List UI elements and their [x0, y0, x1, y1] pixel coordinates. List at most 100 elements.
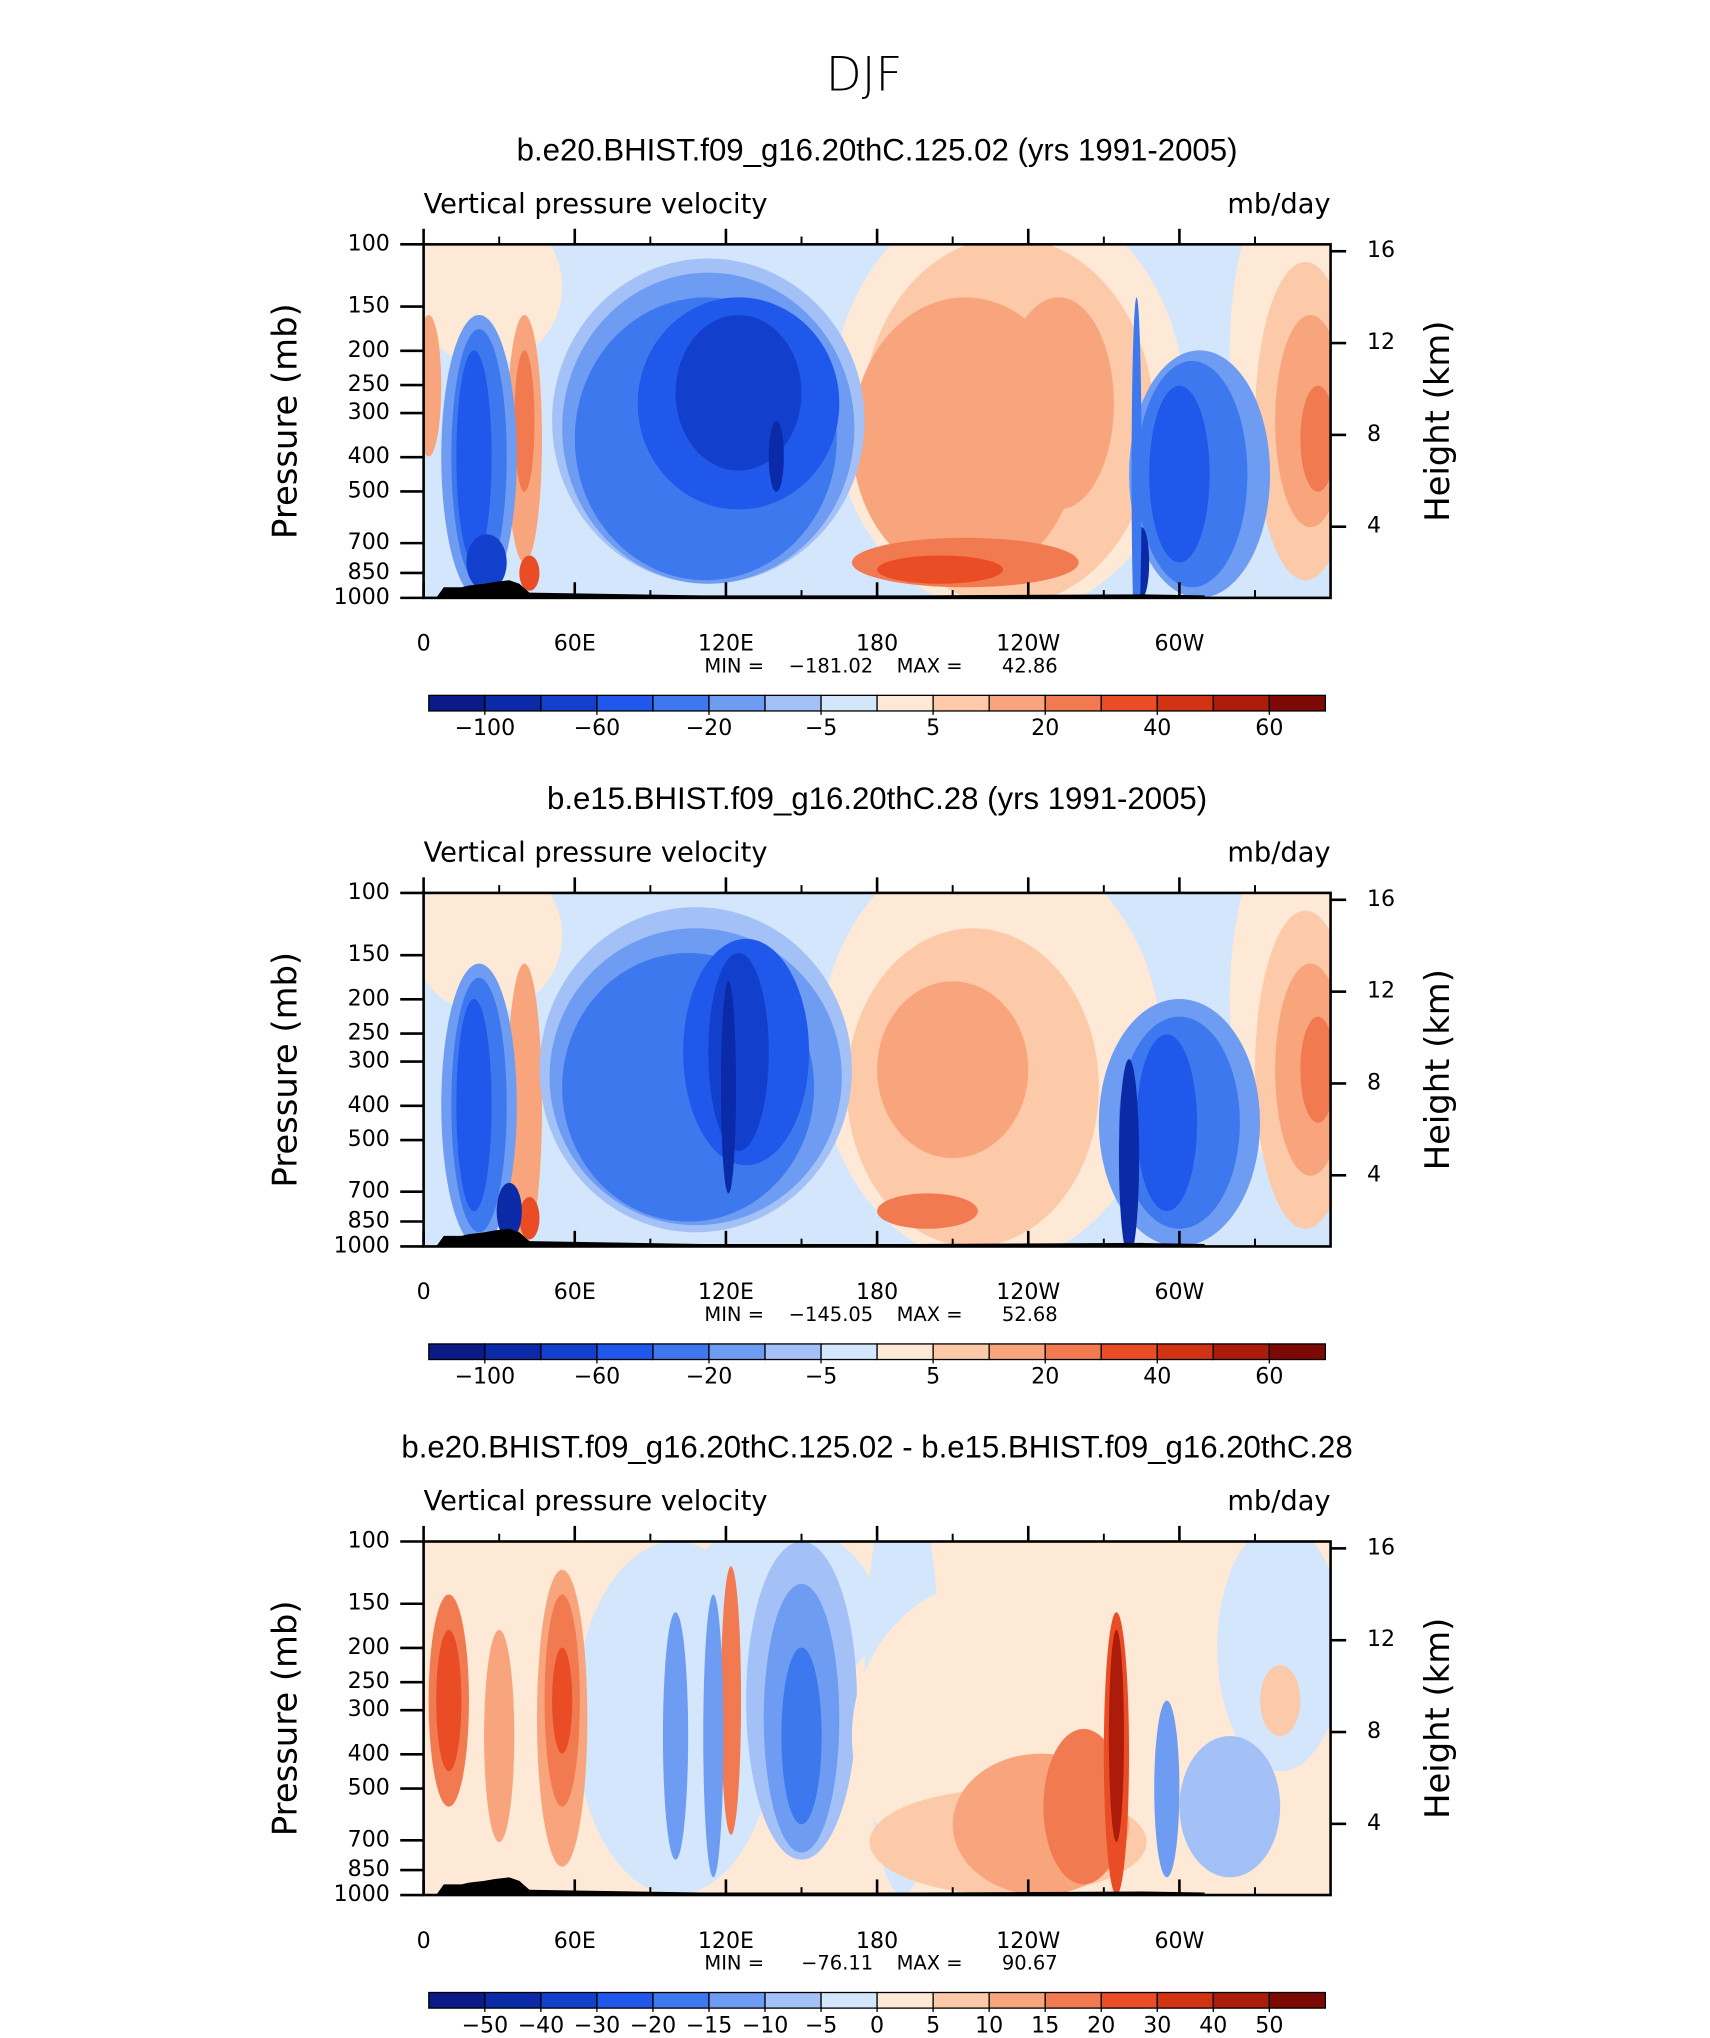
colorbar-box: [876, 694, 934, 712]
y-tick-label: 850: [348, 559, 390, 585]
units: mb/day: [1227, 189, 1330, 220]
y-axis-label: Pressure (mb): [266, 303, 305, 539]
y-tick-label: 1000: [334, 584, 390, 610]
topography: [436, 1228, 1205, 1247]
colorbar-label: 5: [926, 2012, 940, 2038]
y-tick-label: 150: [348, 293, 390, 319]
colorbar-box: [540, 1343, 598, 1361]
contour-fill: [506, 963, 543, 1247]
colorbar-label: 20: [1031, 1364, 1059, 1390]
panel-title: b.e15.BHIST.f09_g16.20thC.28 (yrs 1991-2…: [547, 781, 1207, 816]
colorbar-box: [876, 1991, 934, 2009]
contour-fill: [768, 421, 784, 492]
contour-fill: [1003, 297, 1114, 510]
colorbar-box: [484, 694, 542, 712]
y-tick-label: 1000: [334, 1232, 390, 1258]
colorbar-label: −30: [574, 2012, 621, 2038]
colorbar-label: 60: [1255, 1364, 1283, 1390]
colorbar-box: [988, 694, 1046, 712]
y-tick-label: 100: [348, 879, 390, 905]
colorbar-label: 40: [1199, 2012, 1227, 2038]
y-tick-label: 400: [348, 443, 390, 469]
colorbar-label: 50: [1255, 2012, 1283, 2038]
colorbar-box: [876, 1343, 934, 1361]
colorbar-label: −20: [630, 2012, 677, 2038]
colorbar-box: [1212, 1991, 1270, 2009]
y2-tick-label: 12: [1367, 978, 1395, 1004]
colorbar-label: 40: [1143, 1364, 1171, 1390]
y-tick-label: 300: [348, 1048, 390, 1074]
x-tick-label: 120W: [996, 631, 1060, 657]
y-tick-label: 700: [348, 529, 390, 555]
x-tick-label: 60E: [554, 1279, 596, 1305]
y-tick-label: 150: [348, 941, 390, 967]
colorbar-box: [1212, 1343, 1270, 1361]
y-tick-label: 300: [348, 1696, 390, 1722]
colorbar-box: [1156, 1991, 1214, 2009]
contour-fill: [1154, 1700, 1180, 1878]
x-tick-label: 180: [856, 631, 898, 657]
contour-fill: [720, 981, 737, 1194]
colorbar-box: [596, 1991, 654, 2009]
y2-tick-label: 16: [1367, 237, 1395, 263]
contour-fill: [708, 953, 769, 1152]
contour-field: [423, 892, 1331, 1247]
y-tick-label: 850: [348, 1208, 390, 1234]
colorbar-box: [540, 694, 598, 712]
colorbar-box: [1156, 1343, 1214, 1361]
x-tick-label: 120E: [698, 631, 754, 657]
contour-fill: [496, 1182, 522, 1240]
colorbar-box: [1268, 1991, 1327, 2009]
colorbar-box: [652, 1343, 710, 1361]
y-tick-label: 700: [348, 1826, 390, 1852]
y2-tick-label: 4: [1367, 1810, 1381, 1836]
colorbar-label: 0: [870, 2012, 884, 2038]
y2-tick-label: 12: [1367, 1626, 1395, 1652]
colorbar-box: [1044, 694, 1102, 712]
y-tick-label: 150: [348, 1590, 390, 1616]
contour-fill: [877, 981, 1029, 1159]
y-tick-label: 500: [348, 477, 390, 503]
contour-fill: [456, 998, 492, 1212]
max-label: MAX =: [897, 1951, 963, 1974]
contour-fill: [1179, 1735, 1281, 1878]
colorbar-box: [1100, 1343, 1158, 1361]
colorbar-box: [820, 694, 878, 712]
y2-tick-label: 16: [1367, 886, 1395, 912]
min-label: MIN =: [704, 1303, 764, 1326]
y-tick-label: 300: [348, 399, 390, 425]
contour-fill: [514, 350, 535, 492]
x-tick-label: 60W: [1154, 1928, 1204, 1954]
colorbar-label: −5: [805, 715, 838, 741]
colorbar-box: [764, 694, 822, 712]
colorbar-box: [764, 1343, 822, 1361]
y2-tick-label: 12: [1367, 329, 1395, 355]
colorbar-box: [932, 1343, 990, 1361]
colorbar-box: [428, 694, 486, 712]
colorbar-box: [988, 1991, 1046, 2009]
colorbar-box: [764, 1991, 822, 2009]
colorbar-box: [484, 1343, 542, 1361]
contour-fill: [1217, 1541, 1331, 1772]
min-label: MIN =: [704, 1951, 764, 1974]
y-tick-label: 700: [348, 1178, 390, 1204]
colorbar-box: [820, 1991, 878, 2009]
x-tick-label: 120E: [698, 1928, 754, 1954]
y-tick-label: 500: [348, 1126, 390, 1152]
contour-field: [423, 244, 1331, 598]
topography: [436, 580, 1205, 598]
units: mb/day: [1227, 837, 1330, 868]
contour-fill: [1131, 297, 1142, 598]
contour-fill: [1118, 1059, 1140, 1247]
colorbar-box: [652, 694, 710, 712]
max-value: 52.68: [1002, 1303, 1058, 1326]
max-value: 42.86: [1002, 654, 1058, 677]
contour-fill: [1108, 1629, 1124, 1842]
colorbar-box: [1212, 694, 1270, 712]
y-tick-label: 250: [348, 1668, 390, 1694]
colorbar-label: −10: [742, 2012, 789, 2038]
x-tick-label: 120E: [698, 1279, 754, 1305]
y-tick-label: 250: [348, 1020, 390, 1046]
y-tick-label: 200: [348, 1634, 390, 1660]
